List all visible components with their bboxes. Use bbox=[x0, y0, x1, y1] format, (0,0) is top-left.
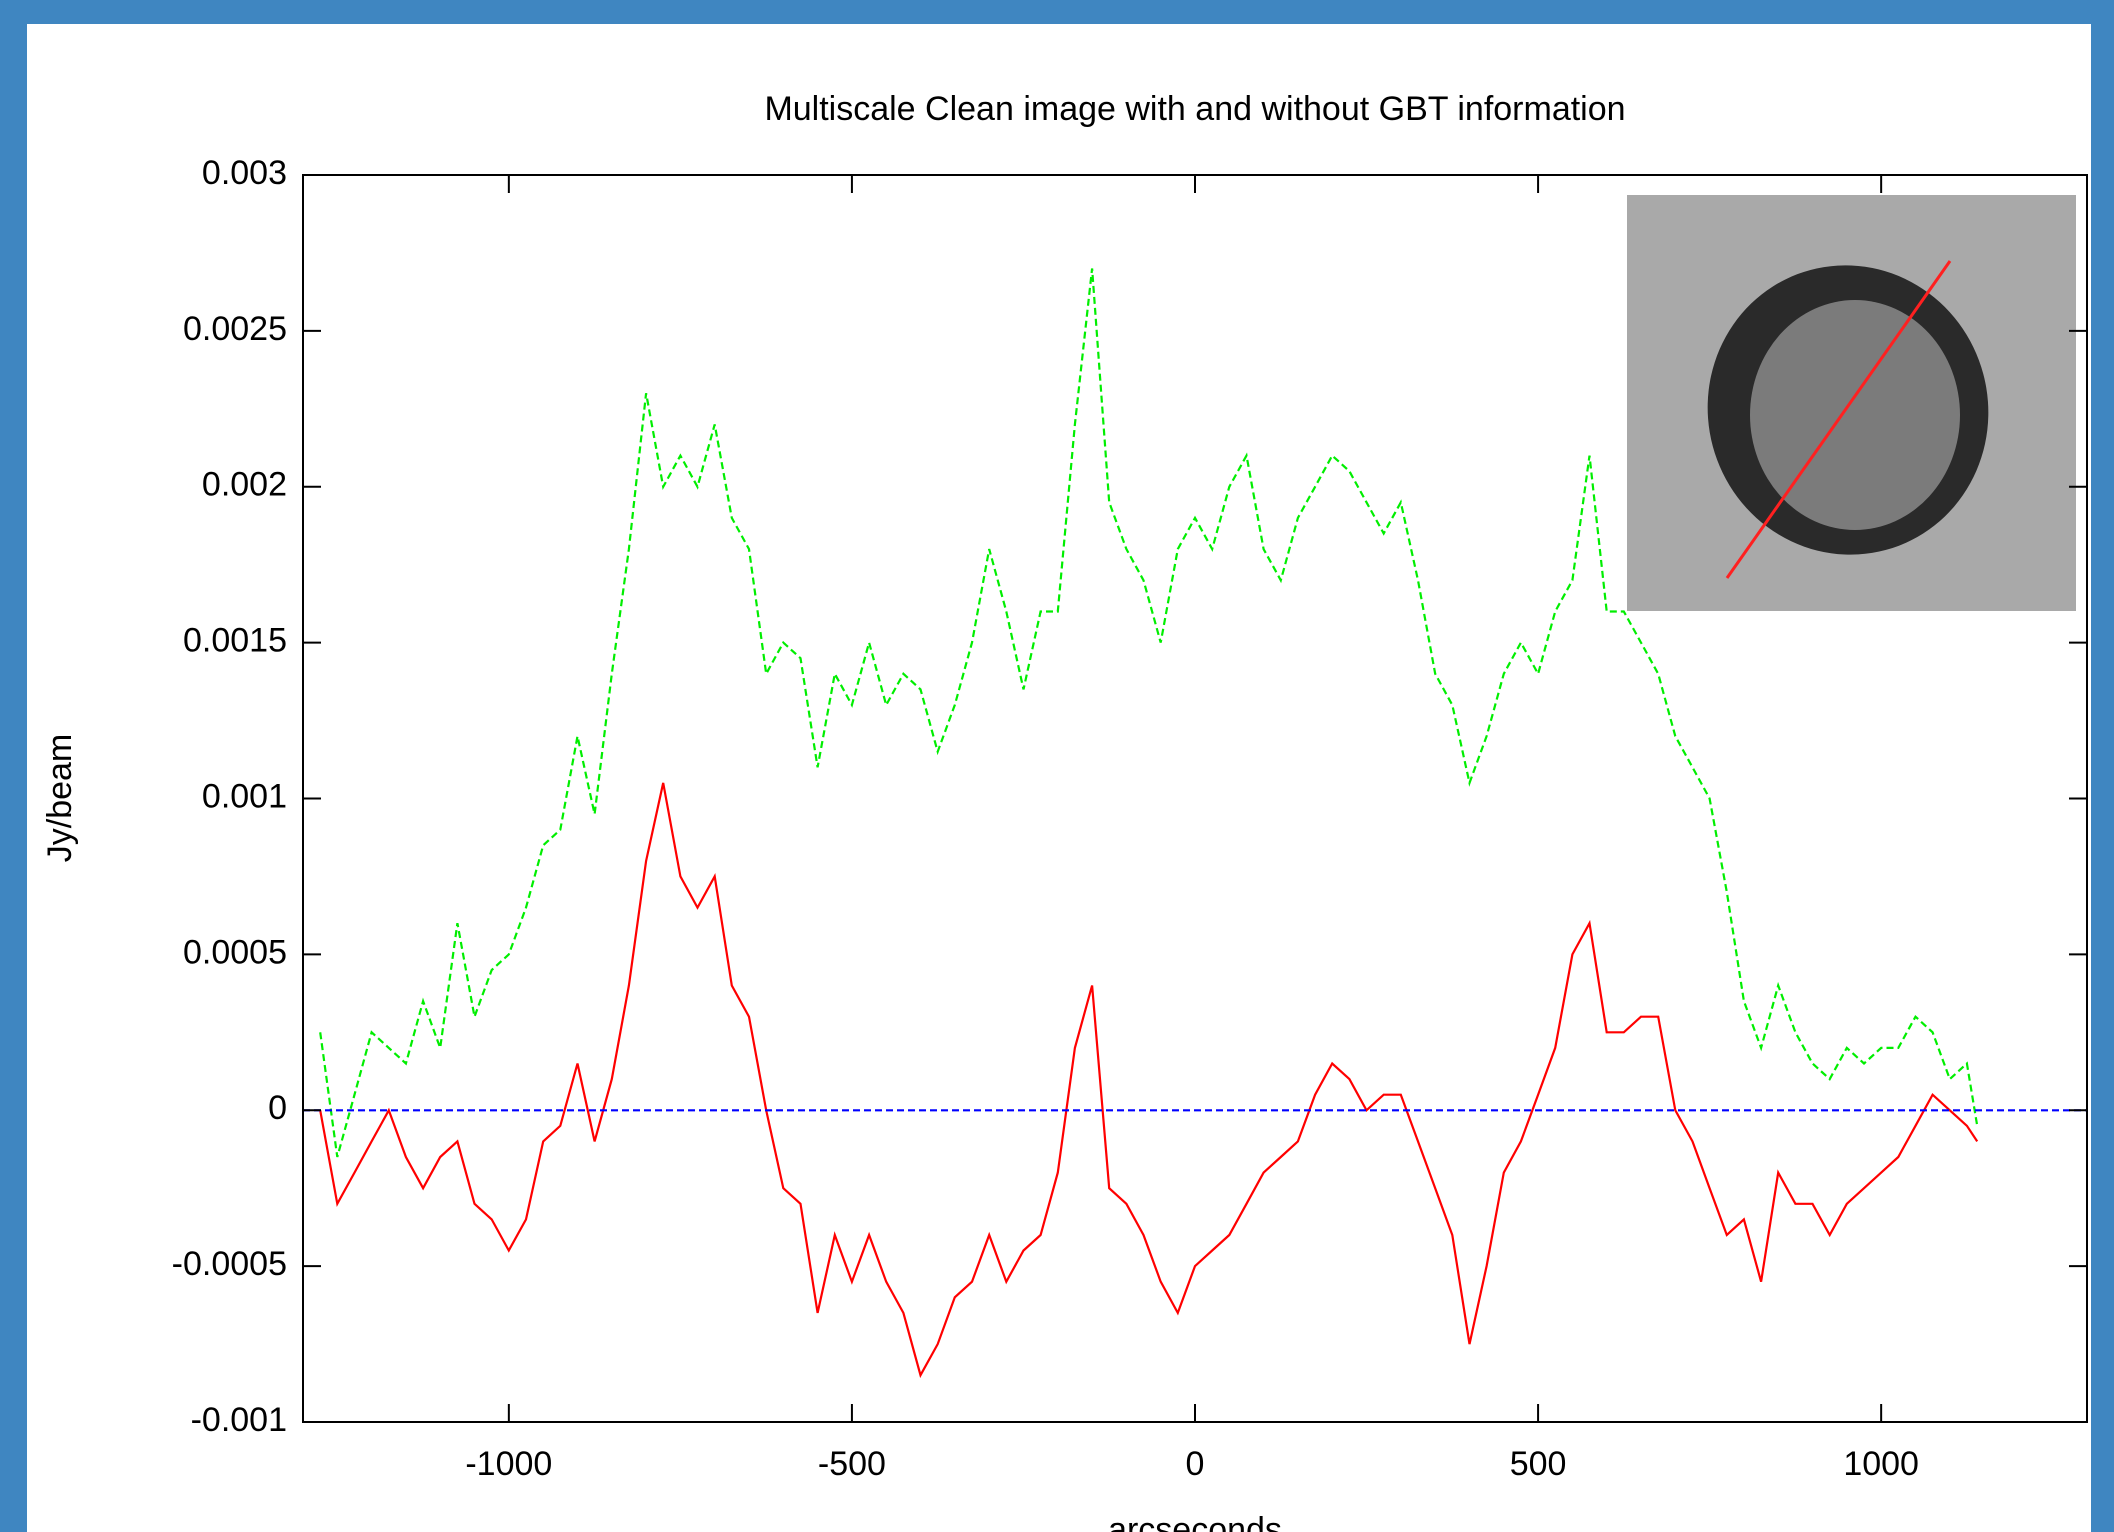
y-axis-label: Jy/beam bbox=[41, 734, 79, 863]
plot-area bbox=[303, 268, 2087, 1379]
inset-cut-line bbox=[1725, 260, 1952, 579]
x-tick-label: -500 bbox=[818, 1445, 886, 1483]
x-tick-label: 500 bbox=[1510, 1445, 1567, 1483]
x-tick-label: 0 bbox=[1186, 1445, 1205, 1483]
inset-interior bbox=[1750, 300, 1960, 530]
y-tick-label: 0.0025 bbox=[183, 310, 287, 348]
y-tick-label: -0.001 bbox=[191, 1401, 287, 1439]
y-tick-label: 0.003 bbox=[202, 154, 287, 192]
y-tick-label: -0.0005 bbox=[172, 1245, 287, 1283]
inset-image bbox=[1627, 195, 2076, 611]
series-line bbox=[319, 782, 1979, 1379]
y-tick-label: 0.002 bbox=[202, 466, 287, 504]
x-axis-label: arcseconds bbox=[1108, 1511, 1282, 1532]
x-tick-label: -1000 bbox=[465, 1445, 552, 1483]
y-tick-label: 0 bbox=[268, 1089, 287, 1127]
y-tick-label: 0.0015 bbox=[183, 622, 287, 660]
chart-title: Multiscale Clean image with and without … bbox=[764, 90, 1625, 128]
y-tick-label: 0.0005 bbox=[183, 933, 287, 971]
y-tick-label: 0.001 bbox=[202, 777, 287, 815]
series-line bbox=[319, 268, 1979, 1158]
x-tick-label: 1000 bbox=[1843, 1445, 1919, 1483]
